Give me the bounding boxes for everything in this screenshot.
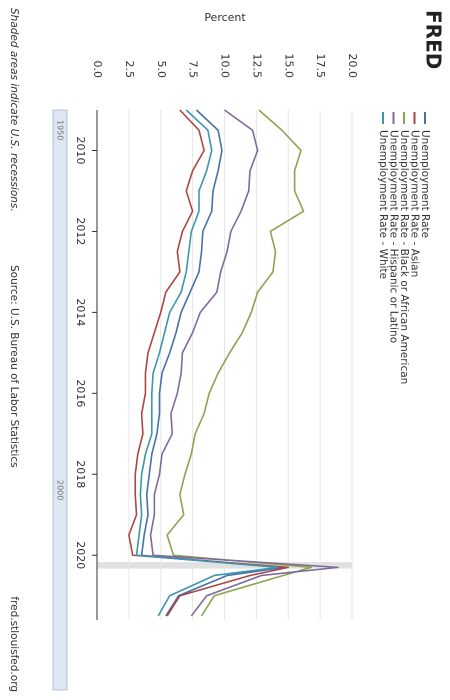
y-tick-label: 20.0 [346,54,359,79]
y-axis-title: Percent [204,11,246,24]
x-tick-label: 2016 [74,379,87,407]
navigator-label: 2000 [56,480,65,500]
series-line [166,109,312,617]
x-tick-label: 2014 [74,298,87,326]
series-line [128,109,290,617]
legend-label: Unemployment Rate - Black or African Ame… [398,130,410,384]
y-tick-label: 7.5 [187,61,200,79]
logo: FRED [422,10,446,69]
legend-label: Unemployment Rate - Asian [409,130,421,277]
y-tick-label: 5.0 [155,61,168,79]
legend-label: Unemployment Rate - White [377,130,389,279]
y-tick-label: 12.5 [250,54,263,79]
y-tick-label: 2.5 [123,61,136,79]
x-tick-label: 2012 [74,217,87,245]
source: Source: U.S. Bureau of Labor Statistics [8,265,20,468]
legend-label: Unemployment Rate [419,130,431,238]
x-tick-label: 2010 [74,136,87,164]
url[interactable]: fred.stlouisfed.org [8,596,20,692]
navigator-label: 1950 [56,120,65,140]
legend-label: Unemployment Rate - Hispanic or Latino [388,130,400,343]
navigator [52,109,68,691]
series-line [135,109,279,617]
y-tick-label: 15.0 [282,54,295,79]
y-tick-label: 10.0 [219,54,232,79]
series-line [149,109,339,617]
y-tick-label: 0.0 [91,61,104,79]
x-tick-label: 2018 [74,460,87,488]
footnote: Shaded areas indicate U.S. recessions. [8,8,20,212]
x-tick-label: 2020 [74,541,87,569]
y-tick-label: 17.5 [314,54,327,79]
series-line [140,109,286,617]
